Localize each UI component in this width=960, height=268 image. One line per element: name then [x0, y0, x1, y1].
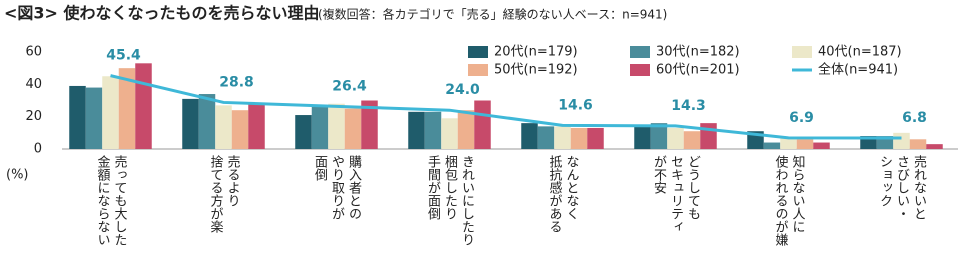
legend-label: 30代(n=182): [656, 45, 740, 60]
bar: [85, 87, 103, 149]
bar: [587, 127, 604, 149]
data-label: 26.4: [332, 78, 367, 94]
bar: [813, 142, 830, 149]
y-tick-label: 40: [25, 77, 42, 92]
legend-swatch: [630, 46, 650, 58]
bar: [570, 127, 588, 149]
x-tick-label: 売るより 捨てる方が楽: [207, 155, 240, 233]
legend-label: 60代(n=201): [656, 63, 740, 78]
x-tick-label: どうしても セキュリティ が不安: [651, 155, 700, 233]
legend-swatch: [630, 64, 650, 76]
bar: [634, 126, 651, 149]
data-label: 24.0: [445, 82, 480, 98]
x-tick-label: 購入者との やり取りが 面倒: [312, 155, 361, 220]
bar: [780, 137, 797, 149]
bar: [667, 127, 684, 149]
bar: [361, 100, 378, 149]
bar: [328, 103, 345, 149]
y-tick-label: 60: [25, 45, 42, 60]
legend-label: 20代(n=179): [494, 45, 578, 60]
bar: [554, 126, 571, 149]
chart-title: <図3> 使わなくなったものを売らない理由: [4, 4, 320, 23]
x-tick-label: 売っても大した 金額にならない: [94, 155, 127, 246]
bar: [683, 131, 701, 149]
bar: [537, 126, 555, 149]
bar: [521, 123, 538, 149]
legend-swatch: [468, 46, 488, 58]
bar: [102, 76, 119, 149]
x-tick-label: 売れないと さびしい・ ショック: [877, 155, 926, 220]
bar: [796, 139, 814, 149]
bar: [408, 111, 425, 149]
legend-label: 40代(n=187): [818, 45, 902, 60]
legend-label: 50代(n=192): [494, 63, 578, 78]
x-tick-label: 知らない人に 使われるのが嫌: [772, 155, 805, 246]
bar: [909, 139, 927, 149]
line: [110, 74, 902, 140]
bar: [215, 105, 232, 149]
x-tick-label: なんとなく 抵抗感がある: [546, 155, 579, 233]
chart-subtitle: (複数回答：各カテゴリで「売る」経験のない人ベース：n=941): [318, 7, 667, 22]
y-unit: (%): [6, 168, 29, 183]
bar: [474, 100, 491, 149]
bar: [248, 103, 265, 149]
bar: [926, 144, 943, 149]
data-label: 14.6: [558, 97, 593, 113]
bar: [650, 123, 668, 149]
bar: [441, 118, 458, 149]
data-label: 6.9: [789, 110, 814, 126]
data-label: 14.3: [671, 98, 706, 114]
legend-swatch: [792, 46, 812, 58]
bar: [457, 110, 475, 149]
data-label: 28.8: [219, 74, 254, 90]
y-tick-label: 0: [34, 142, 42, 157]
legend-swatch: [468, 64, 488, 76]
bar: [182, 98, 199, 149]
bar: [424, 111, 442, 149]
bar: [118, 68, 136, 149]
bar: [69, 85, 86, 149]
bar: [231, 110, 249, 149]
bar: [135, 63, 152, 149]
y-tick-label: 20: [25, 109, 42, 124]
bar: [763, 142, 781, 149]
bar: [311, 106, 329, 149]
legend-label: 全体(n=941): [818, 62, 898, 78]
data-label: 6.8: [902, 110, 927, 126]
bar: [893, 132, 910, 149]
x-tick-label: きれいにしたり 梱包したり 手間が面倒: [425, 155, 474, 246]
bar: [700, 123, 717, 149]
bar: [344, 108, 362, 149]
data-label: 45.4: [106, 48, 141, 64]
bar: [198, 94, 216, 149]
bar: [295, 115, 312, 149]
